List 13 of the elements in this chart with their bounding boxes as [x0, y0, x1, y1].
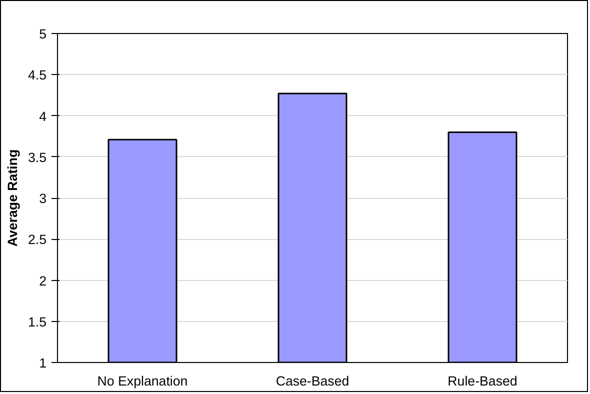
y-tick-label: 5	[39, 26, 47, 42]
x-tick-label: No Explanation	[97, 374, 188, 388]
y-tick-label: 2	[39, 273, 47, 288]
y-tick-label: 2.5	[28, 232, 47, 248]
x-tick-label: Case-Based	[276, 374, 350, 388]
y-tick-label: 3.5	[28, 150, 47, 165]
y-tick-label: 1.5	[28, 314, 47, 330]
y-tick-label: 4.5	[28, 68, 47, 83]
y-tick-label: 4	[39, 108, 48, 124]
y-tick-label: 1	[39, 356, 47, 370]
x-tick-label: Rule-Based	[448, 374, 518, 388]
y-axis-title: Average Rating	[4, 149, 20, 247]
y-tick-label: 3	[39, 191, 47, 206]
